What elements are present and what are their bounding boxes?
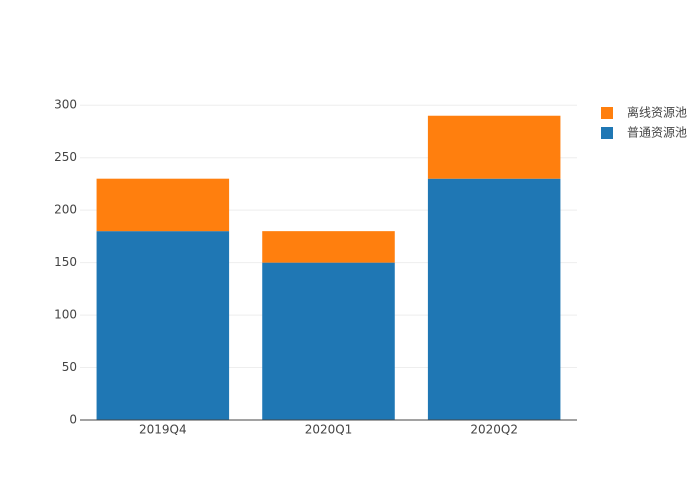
bar (262, 262, 395, 420)
legend-label: 普通资源池 (627, 126, 687, 140)
x-tick-label: 2020Q2 (470, 423, 518, 437)
legend-swatch (601, 107, 613, 119)
x-tick-label: 2020Q1 (305, 423, 353, 437)
y-tick-label: 50 (62, 360, 77, 374)
x-tick-label: 2019Q4 (139, 423, 187, 437)
y-tick-label: 200 (54, 203, 77, 217)
bar (262, 231, 395, 263)
bar (427, 115, 561, 179)
legend-label: 离线资源池 (627, 105, 687, 120)
y-tick-label: 0 (69, 413, 77, 427)
bar (96, 231, 230, 420)
y-tick-label: 150 (54, 255, 77, 269)
y-tick-label: 250 (54, 150, 77, 164)
y-tick-label: 100 (54, 308, 77, 322)
bar (427, 178, 561, 420)
legend-swatch (601, 127, 613, 139)
y-tick-label: 300 (54, 98, 77, 112)
bar (96, 178, 230, 232)
